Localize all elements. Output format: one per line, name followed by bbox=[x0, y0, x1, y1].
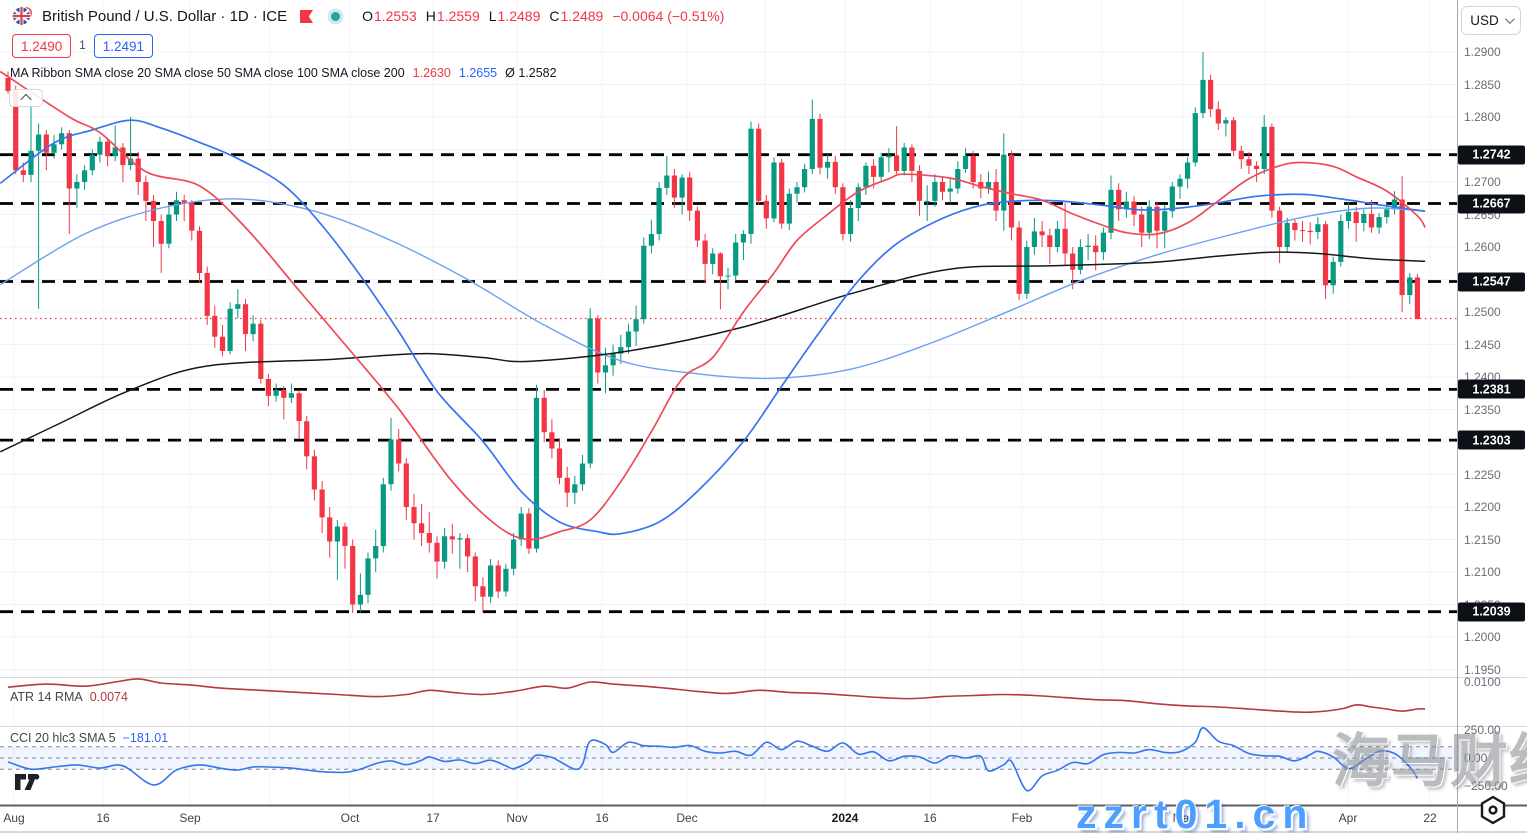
symbol-header: British Pound / U.S. Dollar · 1D · ICE O… bbox=[12, 6, 724, 26]
price-tick-label: 1.2500 bbox=[1464, 305, 1501, 319]
price-level-label: 1.2667 bbox=[1458, 194, 1525, 213]
cci-tick-label: −250.00 bbox=[1464, 779, 1508, 793]
cci-value: −181.01 bbox=[122, 731, 169, 745]
price-tick-label: 1.2150 bbox=[1464, 532, 1501, 547]
chevron-up-icon bbox=[20, 93, 32, 106]
price-tick-label: 1.2100 bbox=[1464, 565, 1501, 579]
price-tick-label: 1.2700 bbox=[1464, 175, 1501, 189]
price-tick-label: 1.2850 bbox=[1464, 77, 1501, 92]
ma-ribbon-label: MA Ribbon SMA close 20 SMA close 50 SMA … bbox=[10, 66, 405, 80]
price-tick-label: 1.2250 bbox=[1464, 467, 1501, 482]
tradingview-logo[interactable] bbox=[15, 774, 43, 795]
atr-tick-label: 0.0100 bbox=[1464, 675, 1501, 689]
atr-indicator-legend[interactable]: ATR 14 RMA 0.0074 bbox=[10, 690, 128, 704]
watermark-brand: 海马财经 bbox=[1332, 729, 1527, 794]
atr-value: 0.0074 bbox=[89, 690, 128, 704]
price-tick-label: 1.2800 bbox=[1464, 110, 1501, 124]
time-tick-label: Nov bbox=[506, 811, 528, 825]
collapse-legend-button[interactable] bbox=[9, 89, 43, 107]
price-tick-label: 1.2200 bbox=[1464, 500, 1501, 514]
cci-label: CCI 20 hlc3 SMA 5 bbox=[10, 731, 116, 745]
time-tick-label: Apr bbox=[1338, 811, 1358, 825]
time-tick-label: Mar bbox=[1172, 811, 1194, 825]
change-value: −0.0064 (−0.51%) bbox=[612, 8, 725, 24]
price-level-label: 1.2039 bbox=[1458, 602, 1525, 622]
cci-tick-label: 250.00 bbox=[1464, 723, 1501, 737]
cci-indicator-legend[interactable]: CCI 20 hlc3 SMA 5 −181.01 bbox=[10, 731, 168, 745]
sma100-line bbox=[0, 198, 1426, 380]
price-level-label: 1.2742 bbox=[1458, 145, 1525, 165]
open-value: O1.2553 bbox=[362, 8, 417, 24]
symbol-title[interactable]: British Pound / U.S. Dollar · 1D · ICE bbox=[42, 7, 288, 25]
time-tick-label: Aug bbox=[3, 811, 25, 825]
cci-tick-label: 0.00 bbox=[1464, 751, 1488, 765]
time-tick-label: Feb bbox=[1011, 811, 1033, 825]
ask-price-button[interactable]: 1.2491 bbox=[93, 34, 153, 58]
time-tick-label: Sep bbox=[179, 811, 201, 825]
atr-label: ATR 14 RMA bbox=[10, 690, 83, 704]
sma-average-value: Ø 1.2582 bbox=[505, 66, 557, 80]
price-tick-label: 1.2350 bbox=[1464, 402, 1501, 417]
bid-ask-row: 1.2490 1 1.2491 bbox=[12, 34, 153, 58]
sma20-value: 1.2630 bbox=[412, 66, 451, 80]
price-tick-label: 1.2600 bbox=[1464, 240, 1501, 254]
bid-price-button[interactable]: 1.2490 bbox=[12, 34, 72, 58]
time-tick-label: 16 bbox=[923, 811, 937, 825]
ohlc-readout: O1.2553 H1.2559 L1.2489 C1.2489 −0.0064 … bbox=[362, 8, 724, 24]
chevron-down-icon bbox=[1504, 14, 1515, 25]
spread-value: 1 bbox=[79, 40, 86, 52]
low-value: L1.2489 bbox=[488, 8, 541, 24]
price-tick-label: 1.1950 bbox=[1464, 662, 1501, 677]
price-tick-label: 1.2000 bbox=[1464, 630, 1501, 644]
close-value: C1.2489 bbox=[549, 8, 604, 24]
time-tick-label: 16 bbox=[595, 811, 609, 825]
sma50-line bbox=[0, 119, 1426, 536]
sma200-line bbox=[0, 251, 1426, 453]
ma-ribbon-legend[interactable]: MA Ribbon SMA close 20 SMA close 50 SMA … bbox=[10, 66, 557, 80]
price-tick-label: 1.2450 bbox=[1464, 337, 1501, 352]
sma50-value: 1.2655 bbox=[458, 66, 498, 80]
time-tick-label: Oct bbox=[340, 811, 360, 825]
time-tick-label: 16 bbox=[96, 811, 110, 825]
price-tick-label: 1.2900 bbox=[1464, 45, 1501, 59]
sma20-line bbox=[0, 70, 1426, 541]
time-tick-label: Dec bbox=[676, 811, 698, 825]
price-level-label: 1.2381 bbox=[1458, 379, 1525, 399]
high-value: H1.2559 bbox=[425, 8, 480, 24]
atr-line bbox=[7, 678, 1426, 714]
gbpusd-flag-icon bbox=[12, 6, 34, 26]
currency-dropdown-label: USD bbox=[1470, 13, 1499, 28]
price-level-label: 1.2303 bbox=[1458, 430, 1525, 450]
time-tick-label: 22 bbox=[1423, 811, 1437, 825]
watermark-hexagon-icon bbox=[1478, 795, 1508, 830]
market-status-icon bbox=[331, 11, 341, 21]
watermark-site: zzrt01.cn bbox=[1076, 791, 1315, 833]
price-level-label: 1.2547 bbox=[1458, 272, 1525, 291]
time-tick-label: 17 bbox=[426, 811, 440, 825]
flag-bookmark-icon[interactable] bbox=[299, 9, 314, 24]
candles-series bbox=[5, 52, 1420, 613]
time-tick-label: 2024 bbox=[831, 811, 859, 825]
currency-dropdown[interactable]: USD bbox=[1461, 6, 1521, 35]
cci-line bbox=[7, 727, 1419, 792]
